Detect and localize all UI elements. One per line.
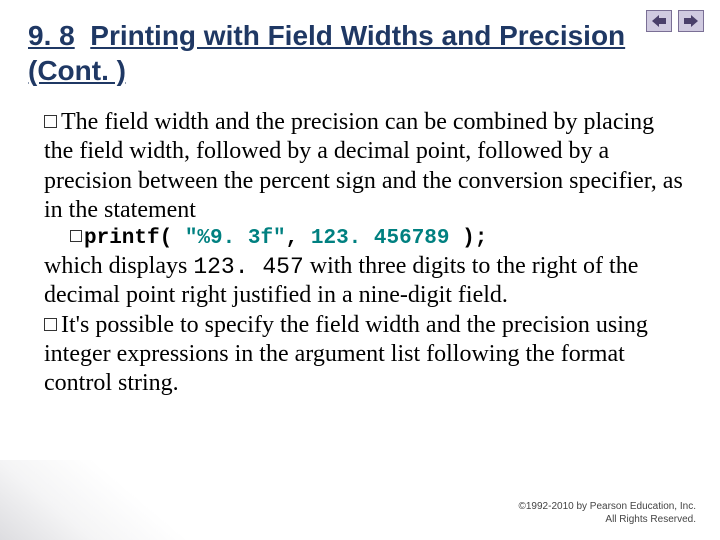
code-end: ); (462, 227, 487, 250)
bullet-box-icon (44, 318, 57, 331)
bullet-2-prefix: which displays (44, 253, 193, 279)
bullet-2-mono: 123. 457 (193, 254, 303, 280)
code-number: 123. 456789 (311, 227, 450, 250)
slide-title: Printing with Field Widths and Precision… (28, 20, 625, 86)
copyright-footer: ©1992-2010 by Pearson Education, Inc. Al… (519, 501, 697, 526)
arrow-left-icon (652, 15, 666, 27)
bullet-box-icon (44, 115, 57, 128)
next-button[interactable] (678, 10, 704, 32)
nav-arrows (646, 10, 704, 32)
arrow-right-icon (684, 15, 698, 27)
bullet-2: which displays 123. 457 with three digit… (44, 252, 688, 311)
bullet-1: The field width and the precision can be… (44, 108, 688, 225)
bullet-3: It's possible to specify the field width… (44, 311, 688, 399)
slide-content: 9. 8 Printing with Field Widths and Prec… (0, 0, 720, 398)
bullet-box-icon (70, 230, 82, 242)
prev-button[interactable] (646, 10, 672, 32)
code-example: printf( "%9. 3f", 123. 456789 ); (44, 227, 688, 250)
bullet-1-text: The field width and the precision can be… (44, 109, 683, 223)
slide-body: The field width and the precision can be… (28, 108, 692, 398)
slide-heading: 9. 8 Printing with Field Widths and Prec… (28, 18, 692, 88)
code-string: "%9. 3f" (185, 227, 286, 250)
code-fn: printf( (84, 227, 172, 250)
copyright-line-2: All Rights Reserved. (519, 514, 697, 527)
section-number: 9. 8 (28, 20, 75, 51)
copyright-line-1: ©1992-2010 by Pearson Education, Inc. (519, 501, 697, 514)
decorative-corner (0, 460, 220, 540)
bullet-3-text: It's possible to specify the field width… (44, 312, 648, 397)
code-sep: , (286, 227, 299, 250)
